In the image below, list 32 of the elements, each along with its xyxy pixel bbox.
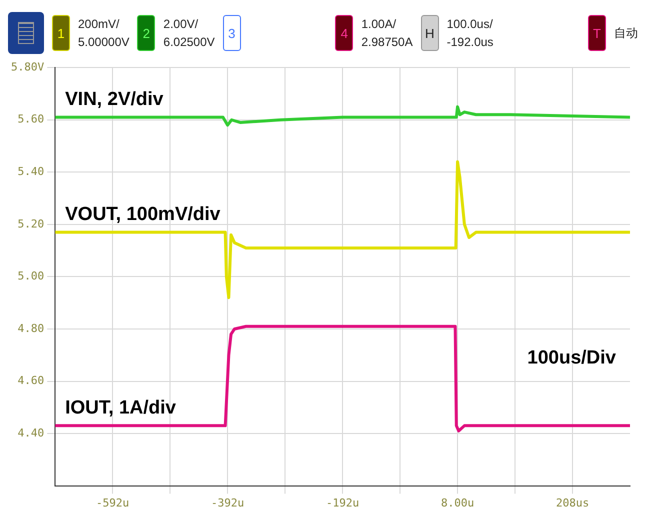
- text: -192.0us: [446, 34, 494, 51]
- text: 2: [137, 15, 156, 51]
- text: 3: [222, 15, 241, 51]
- series-label: VOUT, 100mV/div: [65, 204, 221, 225]
- text: 2.00V/: [163, 16, 200, 33]
- text: 自动: [614, 25, 638, 42]
- text: 1: [52, 15, 70, 51]
- y-tick-label: 5.60: [18, 112, 44, 126]
- x-tick-label: 208us: [556, 496, 590, 510]
- text: T: [588, 15, 606, 51]
- y-tick-label: 4.40: [18, 426, 44, 440]
- y-tick-label: 5.00: [18, 270, 44, 283]
- text: 100.0us/: [446, 16, 494, 33]
- text: 2.98750A: [361, 34, 413, 51]
- y-tick-label: 5.40: [18, 165, 44, 178]
- text: 6.02500V: [163, 34, 215, 51]
- x-tick-label: -192u: [326, 496, 360, 510]
- text: 4: [335, 15, 354, 51]
- y-tick-label: 5.80V: [10, 60, 44, 74]
- series-label: IOUT, 1A/div: [65, 397, 176, 418]
- annotation: 100us/Div: [527, 347, 616, 368]
- text: 1.00A/: [361, 16, 398, 33]
- x-tick-label: -592u: [96, 496, 130, 510]
- y-tick-label: 4.80: [18, 322, 44, 335]
- text: H: [420, 15, 439, 51]
- text: 5.00000V: [78, 34, 130, 51]
- y-tick-label: 4.60: [18, 374, 44, 388]
- x-tick-label: 8.00u: [440, 496, 474, 510]
- series-label: VIN, 2V/div: [65, 88, 164, 110]
- x-tick-label: -392u: [211, 496, 244, 510]
- y-tick-label: 5.20: [18, 217, 44, 230]
- text: 200mV/: [78, 16, 120, 33]
